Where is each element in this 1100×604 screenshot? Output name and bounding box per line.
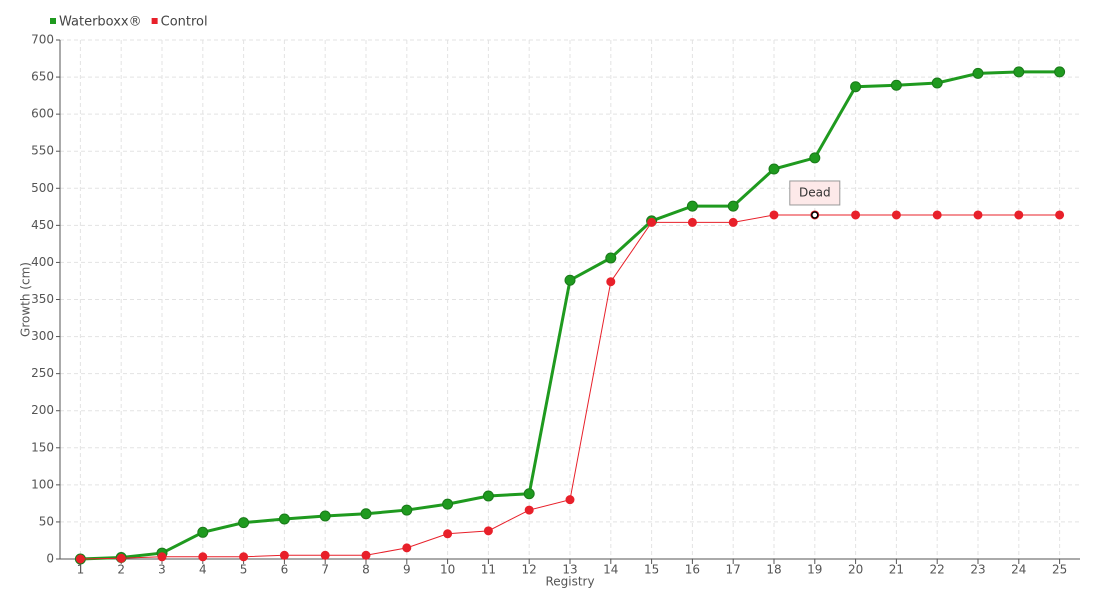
x-tick-label: 23 [970, 563, 985, 577]
data-point [606, 277, 616, 287]
data-point [402, 543, 412, 553]
legend-item[interactable]: Control [151, 15, 208, 30]
data-point [238, 517, 250, 529]
data-point [931, 77, 943, 89]
x-tick-label: 5 [240, 563, 248, 577]
x-tick-label: 15 [644, 563, 659, 577]
data-point [1013, 66, 1025, 78]
data-point [116, 553, 126, 563]
data-point [687, 217, 697, 227]
y-tick-label: 150 [31, 440, 54, 454]
data-point [483, 526, 493, 536]
y-tick-label: 100 [31, 477, 54, 491]
y-axis-label: Growth (cm) [19, 262, 33, 337]
data-point [728, 217, 738, 227]
data-point [972, 67, 984, 79]
data-point [197, 526, 209, 538]
y-tick-label: 350 [31, 292, 54, 306]
data-point [198, 552, 208, 562]
legend-swatch [151, 18, 158, 24]
annotation-text: Dead [799, 185, 831, 199]
data-point [482, 490, 494, 502]
x-tick-label: 20 [848, 563, 863, 577]
data-point [851, 210, 861, 220]
x-tick-label: 17 [726, 563, 741, 577]
x-tick-label: 3 [158, 563, 166, 577]
data-point [768, 163, 780, 175]
data-point [361, 550, 371, 560]
annotation-box [789, 180, 841, 206]
y-tick-label: 550 [31, 144, 54, 158]
y-tick-label: 700 [31, 33, 54, 47]
y-tick-label: 400 [31, 255, 54, 269]
x-tick-label: 10 [440, 563, 455, 577]
y-tick-label: 200 [31, 403, 54, 417]
y-tick-label: 50 [39, 514, 54, 528]
x-tick-label: 12 [522, 563, 537, 577]
data-point [605, 252, 617, 264]
data-point [727, 200, 739, 212]
data-point [565, 495, 575, 505]
y-tick-label: 650 [31, 70, 54, 84]
x-axis-label: Registry [545, 575, 594, 589]
x-tick-label: 1 [77, 563, 85, 577]
data-point [239, 552, 249, 562]
data-point [320, 550, 330, 560]
data-point [157, 552, 167, 562]
x-tick-label: 11 [481, 563, 496, 577]
data-point [769, 210, 779, 220]
annotation-marker [811, 211, 819, 219]
data-point [523, 488, 535, 500]
data-point [686, 200, 698, 212]
data-point [319, 510, 331, 522]
data-point [890, 79, 902, 91]
y-tick-label: 300 [31, 329, 54, 343]
legend-label: Control [161, 15, 208, 30]
data-point [1055, 210, 1065, 220]
data-point [973, 210, 983, 220]
x-tick-label: 13 [562, 563, 577, 577]
x-tick-label: 14 [603, 563, 618, 577]
data-point [809, 152, 821, 164]
legend-label: Waterboxx® [59, 15, 142, 30]
data-point [564, 274, 576, 286]
x-tick-label: 21 [889, 563, 904, 577]
y-tick-label: 500 [31, 181, 54, 195]
legend-item[interactable]: Waterboxx® [50, 15, 142, 30]
data-point [360, 508, 372, 520]
data-point [278, 513, 290, 525]
data-point [75, 554, 85, 564]
data-point [1014, 210, 1024, 220]
y-tick-label: 250 [31, 366, 54, 380]
data-point [401, 504, 413, 516]
x-tick-label: 16 [685, 563, 700, 577]
data-point [932, 210, 942, 220]
data-point [647, 217, 657, 227]
x-tick-label: 8 [362, 563, 370, 577]
data-point [443, 529, 453, 539]
y-tick-label: 0 [46, 552, 54, 566]
y-tick-label: 450 [31, 218, 54, 232]
data-point [524, 505, 534, 515]
x-tick-label: 24 [1011, 563, 1026, 577]
x-tick-label: 2 [117, 563, 125, 577]
data-point [1054, 66, 1066, 78]
data-point [279, 550, 289, 560]
x-tick-label: 9 [403, 563, 411, 577]
data-point [891, 210, 901, 220]
x-tick-label: 4 [199, 563, 207, 577]
x-tick-label: 18 [766, 563, 781, 577]
x-tick-label: 7 [321, 563, 329, 577]
x-tick-label: 22 [930, 563, 945, 577]
legend-swatch [50, 18, 56, 24]
x-tick-label: 25 [1052, 563, 1067, 577]
x-tick-label: 19 [807, 563, 822, 577]
y-tick-label: 600 [31, 107, 54, 121]
data-point [850, 81, 862, 93]
data-point [442, 498, 454, 510]
x-tick-label: 6 [281, 563, 289, 577]
